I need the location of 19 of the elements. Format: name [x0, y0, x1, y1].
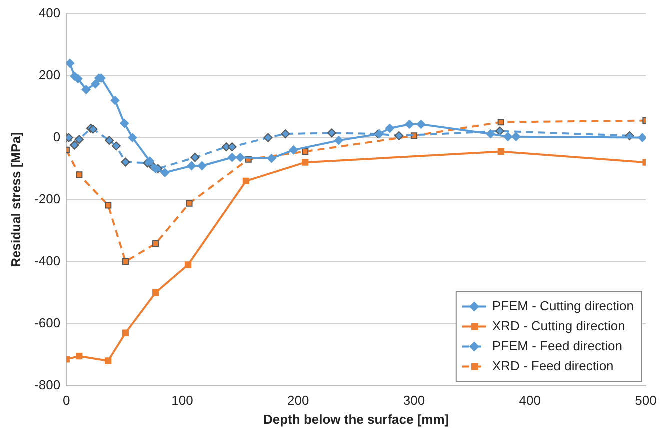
x-axis-title: Depth below the surface [mm]	[263, 412, 450, 427]
y-tick-label: -400	[34, 253, 61, 268]
x-tick-label: 500	[635, 393, 657, 408]
x-tick-label: 400	[519, 393, 541, 408]
x-tick-label: 200	[288, 393, 310, 408]
y-axis-title: Residual stress [MPa]	[8, 132, 24, 268]
legend-label: XRD - Cutting direction	[492, 318, 626, 334]
y-tick-label: -800	[34, 377, 61, 392]
x-tick-label: 300	[403, 393, 426, 408]
legend-label: PFEM - Feed direction	[492, 338, 622, 354]
y-tick-label: 200	[38, 67, 61, 82]
legend-label: PFEM - Cutting direction	[492, 298, 634, 314]
legend-label: XRD - Feed direction	[492, 358, 614, 374]
y-tick-label: -200	[34, 191, 61, 206]
x-tick-label: 0	[63, 393, 70, 408]
y-tick-label: 0	[53, 129, 61, 144]
y-tick-label: 400	[38, 5, 61, 20]
y-tick-label: -600	[34, 315, 61, 330]
x-tick-label: 100	[172, 393, 194, 408]
